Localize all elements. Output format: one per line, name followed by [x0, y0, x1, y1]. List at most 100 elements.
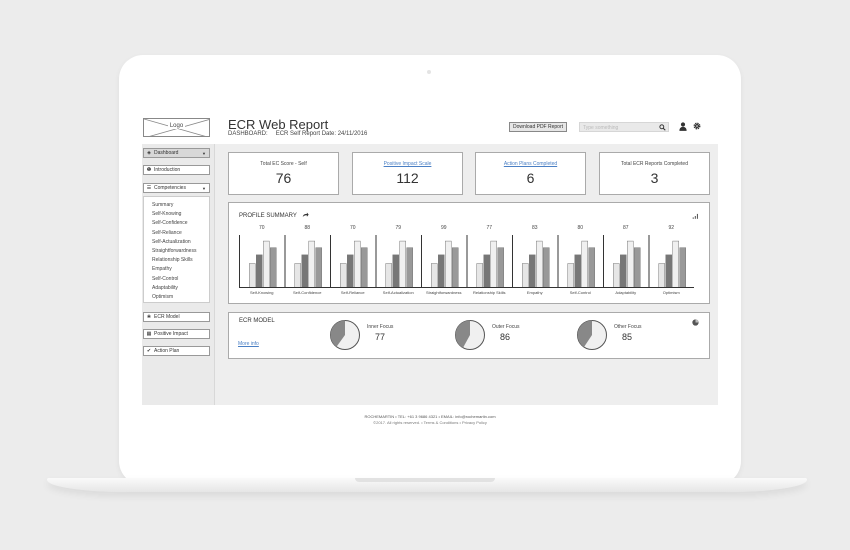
submenu-item-summary[interactable]: Summary [152, 202, 174, 208]
group-value-label: 80 [577, 225, 584, 231]
more-info-link[interactable]: More info [238, 341, 259, 347]
chart-bar [452, 247, 459, 288]
ecr-model-title: ECR MODEL [239, 318, 275, 324]
bar-chart-icon[interactable] [692, 213, 699, 219]
chart-bar [445, 240, 452, 288]
chart-bar [392, 254, 399, 288]
sidebar-item-label: Competencies [154, 185, 186, 191]
kpi-link[interactable]: Action Plans Completed [503, 161, 558, 167]
profile-summary-chart: 70 Self-Knowing 88 Self-Confidence 70 Self-Re… [239, 225, 694, 295]
download-pdf-button[interactable]: Download PDF Report [509, 122, 567, 132]
chart-bar [679, 247, 686, 288]
chart-bar [249, 263, 256, 288]
chart-bar [263, 240, 270, 288]
sidebar-item-ecr-model[interactable]: ❀ ECR Model [143, 312, 210, 322]
share-icon[interactable] [302, 212, 309, 218]
camera-dot [427, 70, 431, 74]
kpi-value: 3 [650, 170, 659, 186]
submenu-item-empathy[interactable]: Empathy [152, 266, 172, 273]
sidebar-item-introduction[interactable]: ❶ Introduction [143, 165, 210, 175]
app-screen: Logo ECR Web Report DASHBOARD: ECR Self R… [142, 108, 718, 435]
group-value-label: 79 [395, 225, 402, 231]
search-box [579, 122, 669, 132]
profile-chart-canvas [239, 235, 694, 288]
info-icon: ❶ [146, 167, 152, 173]
kpi-total-ec-score: Total EC Score - Self 76 [228, 152, 339, 195]
chart-bar [315, 247, 322, 288]
group-value-label: 99 [440, 225, 447, 231]
sidebar-item-action-plan[interactable]: ✔ Action Plan [143, 346, 210, 356]
submenu-item-self-reliance[interactable]: Self-Reliance [152, 229, 182, 236]
chart-bar [613, 263, 620, 288]
chart-bar [354, 240, 361, 288]
group-value-label: 92 [668, 225, 675, 231]
model-item-inner-focus: Inner Focus 77 [329, 319, 439, 351]
submenu-item-self-actualization[interactable]: Self-Actualization [152, 238, 191, 245]
chart-bar [361, 247, 368, 288]
page-title: ECR Web Report [228, 117, 329, 132]
chart-bar [627, 240, 634, 288]
model-value: 77 [375, 332, 386, 342]
submenu-item-optimism[interactable]: Optimism [152, 294, 174, 301]
chart-bar [574, 254, 581, 288]
model-label: Outer Focus [492, 324, 520, 330]
sidebar-item-label: Positive Impact [154, 331, 188, 337]
search-input[interactable] [583, 124, 653, 131]
group-value-label: 70 [349, 225, 356, 231]
sidebar-item-label: Dashboard [154, 150, 179, 156]
kpi-label: Total ECR Reports Completed [621, 161, 688, 167]
submenu-item-straightforwardness[interactable]: Straightforwardness [152, 248, 197, 255]
kpi-action-plans-completed: Action Plans Completed 6 [475, 152, 586, 195]
chart-bar [529, 254, 536, 288]
chart-bar [385, 263, 392, 288]
sidebar-item-positive-impact[interactable]: ▦ Positive Impact [143, 329, 210, 339]
dashboard-icon: ◈ [147, 150, 151, 156]
user-icon[interactable] [679, 122, 687, 131]
chart-bar [672, 240, 679, 288]
chart-bar [340, 263, 347, 288]
dashboard-subtitle: DASHBOARD: ECR Self Report Date: 24/11/20… [228, 131, 367, 137]
chart-bar [620, 254, 627, 288]
submenu-item-relationship-skills[interactable]: Relationship Skills [152, 257, 193, 264]
chart-bar [406, 247, 413, 288]
category-label: Optimism [662, 290, 680, 295]
kpi-link[interactable]: Positive Impact Scale [383, 161, 432, 167]
profile-summary-panel: PROFILE SUMMARY 70 Self-Knowing 88 Self-Con… [228, 202, 710, 304]
category-label: Self-Actualization [382, 290, 414, 295]
sidebar-item-dashboard[interactable]: ◈ Dashboard ▼ [143, 148, 210, 158]
kpi-total-ecr-reports: Total ECR Reports Completed 3 [599, 152, 710, 195]
footer-legal: ©2017. All rights reserved. • Terms & Co… [373, 420, 487, 425]
submenu-item-self-confidence[interactable]: Self-Confidence [152, 220, 188, 227]
pie-chart-icon[interactable] [692, 319, 699, 326]
category-label: Self-Knowing [249, 290, 274, 295]
category-label: Self-Reliance [340, 290, 365, 295]
outer-focus-pie [455, 320, 485, 350]
submenu-item-self-knowing[interactable]: Self-Knowing [152, 211, 182, 218]
model-label: Inner Focus [367, 324, 394, 330]
submenu-item-adaptability[interactable]: Adaptability [152, 284, 178, 291]
model-value: 86 [500, 332, 511, 342]
group-value-label: 88 [304, 225, 311, 231]
logo-text: Logo [167, 123, 186, 129]
submenu-item-self-control[interactable]: Self-Control [152, 275, 179, 282]
category-label: Straightforwardness [425, 290, 462, 295]
chart-bar [399, 240, 406, 288]
laptop-base [47, 478, 807, 492]
inner-focus-pie [330, 320, 360, 350]
logo[interactable]: Logo [143, 118, 210, 137]
chart-bar [581, 240, 588, 288]
chart-bar [588, 247, 595, 288]
check-icon: ✔ [146, 348, 152, 354]
model-value: 85 [622, 332, 633, 342]
search-icon[interactable] [659, 124, 666, 131]
chart-bar [665, 254, 672, 288]
gear-icon[interactable] [693, 122, 701, 130]
chart-bar [347, 254, 354, 288]
sidebar-item-competencies[interactable]: ☰ Competencies ▼ [143, 183, 210, 193]
chart-bar [256, 254, 263, 288]
chart-bar [270, 247, 277, 288]
group-value-label: 87 [622, 225, 629, 231]
chart-bar [658, 263, 665, 288]
chart-bar [567, 263, 574, 288]
network-icon: ❀ [146, 314, 152, 320]
